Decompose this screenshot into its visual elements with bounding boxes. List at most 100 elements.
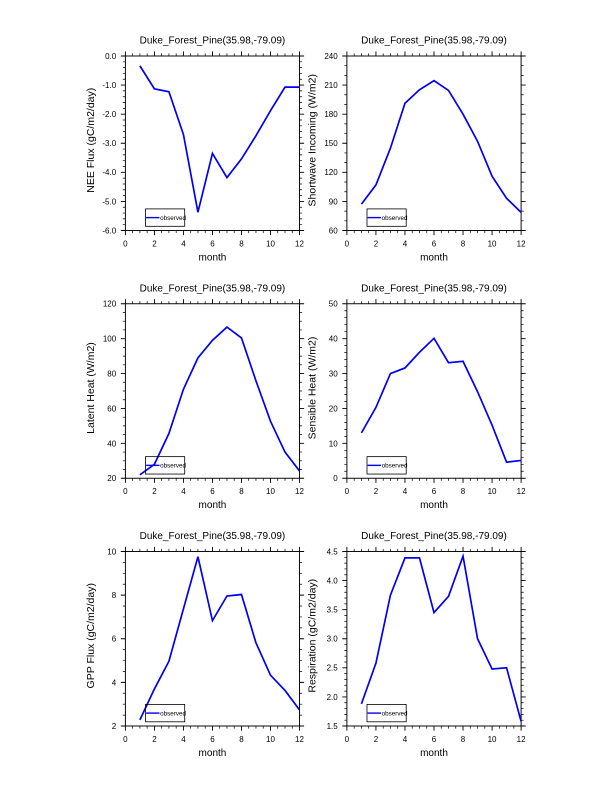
svg-text:-5.0: -5.0 [102,197,116,206]
svg-text:8: 8 [112,591,117,600]
svg-text:3.0: 3.0 [327,635,339,644]
svg-text:-4.0: -4.0 [102,168,116,177]
svg-text:240: 240 [324,52,338,61]
svg-text:150: 150 [324,139,338,148]
svg-text:2: 2 [152,487,157,496]
svg-text:120: 120 [103,300,117,309]
svg-text:observed: observed [160,463,186,470]
svg-text:observed: observed [160,710,186,717]
svg-text:210: 210 [324,81,338,90]
svg-text:2: 2 [374,735,379,744]
svg-text:2: 2 [152,735,157,744]
svg-text:-2.0: -2.0 [102,110,116,119]
svg-text:12: 12 [295,239,304,248]
svg-text:2.0: 2.0 [327,693,339,702]
svg-text:observed: observed [382,215,408,222]
svg-text:40: 40 [329,335,338,344]
svg-text:10: 10 [488,735,497,744]
svg-text:0: 0 [123,735,128,744]
svg-text:month: month [199,748,227,759]
svg-text:30: 30 [329,369,338,378]
svg-text:month: month [420,500,448,511]
svg-text:-6.0: -6.0 [102,226,116,235]
svg-text:2: 2 [374,487,379,496]
svg-text:GPP Flux (gC/m2/day): GPP Flux (gC/m2/day) [85,583,97,688]
svg-text:90: 90 [329,197,338,206]
svg-text:8: 8 [239,487,244,496]
svg-text:4.0: 4.0 [327,576,339,585]
svg-text:4: 4 [112,678,117,687]
svg-text:month: month [420,748,448,759]
svg-text:-3.0: -3.0 [102,139,116,148]
svg-text:2: 2 [374,239,379,248]
svg-text:8: 8 [239,735,244,744]
svg-text:10: 10 [488,239,497,248]
svg-text:4: 4 [181,487,186,496]
svg-text:4: 4 [403,735,408,744]
svg-text:Duke_Forest_Pine(35.98,-79.09): Duke_Forest_Pine(35.98,-79.09) [361,36,507,47]
svg-text:Latent Heat (W/m2): Latent Heat (W/m2) [85,342,97,434]
svg-text:Sensible Heat (W/m2): Sensible Heat (W/m2) [306,337,318,440]
svg-text:10: 10 [107,547,116,556]
svg-text:0: 0 [345,735,350,744]
svg-text:60: 60 [107,404,116,413]
svg-text:Duke_Forest_Pine(35.98,-79.09): Duke_Forest_Pine(35.98,-79.09) [361,283,507,294]
svg-text:Duke_Forest_Pine(35.98,-79.09): Duke_Forest_Pine(35.98,-79.09) [140,531,286,542]
svg-text:0: 0 [345,487,350,496]
svg-text:observed: observed [160,215,186,222]
svg-text:100: 100 [103,335,117,344]
svg-text:observed: observed [382,463,408,470]
svg-text:10: 10 [329,439,338,448]
svg-text:month: month [199,252,227,263]
svg-text:6: 6 [210,239,215,248]
svg-text:10: 10 [488,487,497,496]
svg-text:4: 4 [181,735,186,744]
svg-text:Duke_Forest_Pine(35.98,-79.09): Duke_Forest_Pine(35.98,-79.09) [140,283,286,294]
svg-text:20: 20 [329,404,338,413]
svg-text:2.5: 2.5 [327,664,339,673]
svg-text:month: month [199,500,227,511]
svg-text:1.5: 1.5 [327,722,339,731]
svg-text:NEE Flux (gC/m2/day): NEE Flux (gC/m2/day) [85,88,97,193]
svg-text:50: 50 [329,300,338,309]
svg-text:6: 6 [210,487,215,496]
svg-text:0: 0 [123,239,128,248]
svg-text:60: 60 [329,226,338,235]
svg-text:0.0: 0.0 [105,52,117,61]
svg-text:120: 120 [324,168,338,177]
svg-text:-1.0: -1.0 [102,81,116,90]
svg-text:0: 0 [333,474,338,483]
svg-text:8: 8 [461,239,466,248]
svg-text:2: 2 [112,722,117,731]
svg-text:8: 8 [461,487,466,496]
svg-text:8: 8 [461,735,466,744]
svg-text:6: 6 [210,735,215,744]
svg-text:4: 4 [403,487,408,496]
svg-text:4: 4 [403,239,408,248]
svg-text:40: 40 [107,439,116,448]
svg-text:3.5: 3.5 [327,606,339,615]
svg-text:Duke_Forest_Pine(35.98,-79.09): Duke_Forest_Pine(35.98,-79.09) [140,36,286,47]
svg-text:12: 12 [517,239,526,248]
svg-text:80: 80 [107,369,116,378]
svg-text:observed: observed [382,710,408,717]
svg-text:6: 6 [432,487,437,496]
svg-text:10: 10 [266,735,275,744]
svg-text:4.5: 4.5 [327,547,339,556]
svg-text:Duke_Forest_Pine(35.98,-79.09): Duke_Forest_Pine(35.98,-79.09) [361,531,507,542]
svg-text:12: 12 [517,487,526,496]
svg-text:20: 20 [107,474,116,483]
svg-text:0: 0 [123,487,128,496]
svg-text:180: 180 [324,110,338,119]
svg-text:4: 4 [181,239,186,248]
svg-text:8: 8 [239,239,244,248]
svg-text:2: 2 [152,239,157,248]
svg-text:month: month [420,252,448,263]
svg-text:Shortwave Incoming (W/m2): Shortwave Incoming (W/m2) [306,74,318,206]
svg-text:Respiration (gC/m2/day): Respiration (gC/m2/day) [306,579,318,693]
svg-text:6: 6 [432,735,437,744]
svg-text:12: 12 [295,735,304,744]
svg-text:12: 12 [517,735,526,744]
svg-text:10: 10 [266,239,275,248]
svg-text:10: 10 [266,487,275,496]
